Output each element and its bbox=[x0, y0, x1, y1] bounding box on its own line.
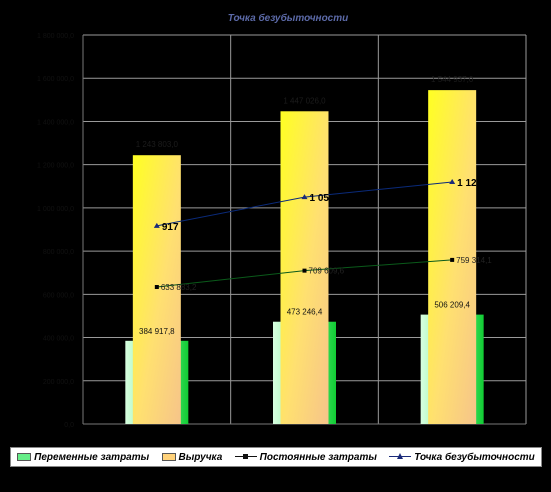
data-labels: 1 243 803,0 384 917,8 1 447 026,0 473 246,4… bbox=[136, 75, 493, 336]
revenue-data-label: 1 447 026,0 bbox=[283, 96, 326, 105]
y-tick-label: 0,0 bbox=[64, 422, 74, 429]
breakeven-marker bbox=[301, 194, 308, 200]
legend-item-fixed-costs: Постоянные затраты bbox=[234, 451, 377, 463]
bars bbox=[125, 90, 484, 424]
breakeven-data-label: 1 12 bbox=[457, 178, 477, 189]
legend: Переменные затраты Выручка Постоянные за… bbox=[10, 447, 542, 467]
y-tick-label: 1 400 000,0 bbox=[37, 119, 74, 126]
bar-revenue bbox=[428, 90, 477, 424]
fixed-costs-marker bbox=[450, 257, 455, 262]
revenue-data-label: 1 544 937,0 bbox=[431, 75, 474, 84]
y-tick-label: 800 000,0 bbox=[43, 249, 74, 256]
breakeven-data-label: 917 bbox=[162, 222, 179, 233]
revenue-data-label: 1 243 803,0 bbox=[136, 140, 179, 149]
variable-costs-data-label: 384 917,8 bbox=[139, 327, 175, 336]
legend-label: Постоянные затраты bbox=[259, 451, 377, 463]
legend-swatch-square-marker bbox=[234, 453, 257, 461]
legend-swatch-green bbox=[17, 453, 32, 461]
y-tick-label: 1 800 000,0 bbox=[37, 33, 74, 40]
bar-revenue bbox=[132, 155, 181, 424]
fixed-costs-data-label: 709 609,6 bbox=[309, 267, 345, 276]
legend-swatch-triangle-marker bbox=[389, 453, 412, 461]
y-tick-label: 600 000,0 bbox=[43, 292, 74, 299]
fixed-costs-marker bbox=[154, 285, 159, 290]
variable-costs-data-label: 473 246,4 bbox=[287, 308, 323, 317]
bar-revenue bbox=[280, 111, 329, 424]
legend-item-revenue: Выручка bbox=[161, 451, 223, 463]
legend-item-breakeven: Точка безубыточности bbox=[389, 452, 535, 463]
legend-item-variable-costs: Переменные затраты bbox=[17, 452, 149, 463]
y-tick-label: 1 000 000,0 bbox=[37, 206, 74, 213]
y-tick-label: 1 600 000,0 bbox=[37, 76, 74, 83]
lines bbox=[153, 178, 456, 290]
legend-label: Выручка bbox=[178, 451, 223, 463]
variable-costs-data-label: 506 209,4 bbox=[434, 301, 470, 310]
legend-label: Точка безубыточности bbox=[414, 451, 535, 463]
chart-title: Точка безубыточности bbox=[228, 12, 349, 24]
breakeven-data-label: 1 05 bbox=[310, 193, 330, 204]
fixed-costs-data-label: 633 883,2 bbox=[161, 283, 197, 292]
y-tick-label: 400 000,0 bbox=[43, 336, 74, 343]
legend-label: Переменные затраты bbox=[34, 451, 150, 463]
breakeven-marker bbox=[449, 178, 456, 184]
fixed-costs-data-label: 759 314,1 bbox=[456, 256, 492, 265]
breakeven-marker bbox=[153, 222, 160, 228]
y-tick-label: 1 200 000,0 bbox=[37, 163, 74, 170]
fixed-costs-marker bbox=[302, 268, 307, 273]
y-tick-label: 200 000,0 bbox=[43, 379, 74, 386]
legend-swatch-yellow bbox=[161, 453, 176, 461]
